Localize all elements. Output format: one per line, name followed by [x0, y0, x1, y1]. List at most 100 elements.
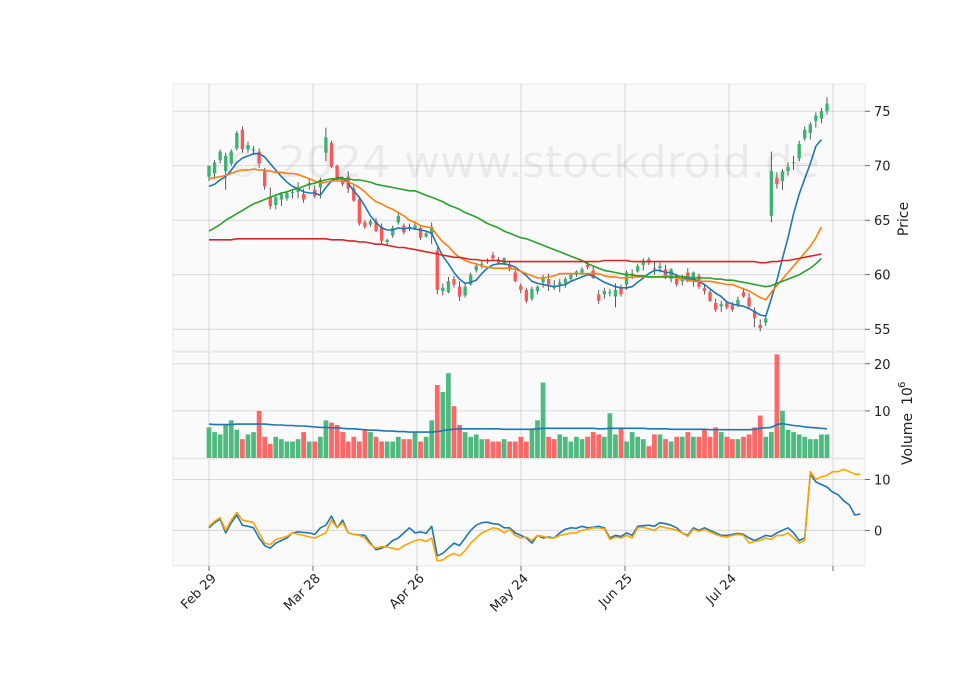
volume-bar [546, 436, 551, 458]
volume-bar [490, 441, 496, 458]
candle-body [446, 281, 451, 293]
volume-bar [317, 436, 323, 458]
volume-bar [824, 434, 830, 458]
price-tick-label: 65 [874, 214, 891, 229]
volume-bar [368, 432, 373, 458]
volume-bar [774, 354, 780, 458]
candle-body [263, 171, 267, 187]
volume-bar [807, 439, 813, 458]
candle-body [619, 287, 623, 295]
candle-body [457, 286, 462, 297]
candle-body [558, 282, 562, 285]
volume-bar [384, 441, 390, 458]
volume-bar [535, 420, 540, 458]
candle-body [491, 255, 495, 259]
candle-body [825, 103, 829, 112]
price-axis-label: Price [896, 202, 912, 236]
candle-body [608, 292, 612, 294]
volume-bar [607, 413, 613, 458]
volume-bar [501, 439, 507, 458]
volume-axis-label: Volume 10 6 [897, 382, 916, 465]
volume-bar [529, 429, 535, 458]
candle-body [719, 304, 723, 307]
oscillator-tick-label: 0 [874, 524, 882, 539]
volume-bar [245, 434, 251, 458]
candle-body [480, 263, 484, 265]
candle-body [775, 177, 779, 185]
volume-bar [412, 432, 418, 458]
candle-body [752, 310, 757, 319]
candle-body [324, 137, 328, 153]
volume-bar [557, 434, 563, 458]
volume-axis-label-exponent: 10 [900, 387, 916, 405]
candle-body [780, 171, 785, 181]
volume-bar [507, 441, 513, 458]
volume-bar [735, 439, 741, 458]
candle-body [212, 162, 217, 174]
volume-bar [334, 425, 340, 458]
candle-body [329, 142, 334, 167]
volume-bar [579, 439, 585, 458]
volume-bar [284, 441, 290, 458]
candle-body [257, 151, 261, 164]
candle-body [374, 221, 378, 232]
candle-body [229, 151, 233, 164]
candle-body [541, 276, 545, 283]
candle-body [335, 165, 339, 180]
volume-bar [780, 410, 785, 458]
candle-body [424, 233, 428, 237]
candle-body [658, 265, 662, 269]
candle-body [602, 291, 606, 295]
candle-body [396, 215, 400, 223]
candle-body [569, 274, 573, 280]
volume-bar [601, 436, 607, 458]
volume-bar [635, 436, 641, 458]
candle-body [385, 239, 389, 243]
volume-bar [663, 439, 668, 458]
candle-body [413, 225, 417, 228]
candle-body [530, 288, 534, 299]
volume-bar [752, 427, 757, 458]
candle-body [363, 222, 367, 227]
volume-bar [473, 434, 479, 458]
volume-bar [290, 441, 295, 458]
volume-bar [518, 436, 524, 458]
volume-bar [434, 384, 440, 458]
volume-bar [362, 429, 368, 458]
watermark: © 2024 www.stockdroid.de [220, 137, 820, 188]
candle-body [580, 269, 584, 273]
candle-body [730, 305, 735, 310]
candle-body [435, 250, 439, 290]
volume-bar [256, 410, 262, 458]
volume-bar [485, 439, 490, 458]
candle-body [519, 285, 523, 290]
volume-bar [707, 436, 713, 458]
candle-body [675, 279, 679, 285]
volume-bar [696, 436, 702, 458]
volume-bar [212, 432, 217, 458]
candle-body [641, 260, 645, 265]
volume-bar [217, 434, 223, 458]
candle-body [669, 269, 673, 280]
volume-bar [685, 432, 691, 458]
volume-bar [713, 427, 719, 458]
volume-bar [796, 434, 802, 458]
volume-bar [295, 439, 301, 458]
candle-body [663, 269, 668, 278]
price-tick-label: 70 [874, 160, 891, 175]
candle-body [535, 286, 540, 292]
grid-lines [173, 84, 865, 566]
volume-bar [702, 429, 707, 458]
candle-body [474, 265, 478, 271]
volume-bar [629, 432, 635, 458]
candle-body [791, 162, 796, 164]
volume-bar [379, 441, 384, 458]
oscillator-tick-label: 10 [874, 473, 891, 488]
volume-bar [819, 434, 824, 458]
volume-bar [523, 441, 529, 458]
volume-bar [395, 436, 401, 458]
price-panel [172, 83, 866, 352]
x-tick-label: Feb 29 [178, 571, 220, 613]
candle-body [469, 274, 473, 285]
